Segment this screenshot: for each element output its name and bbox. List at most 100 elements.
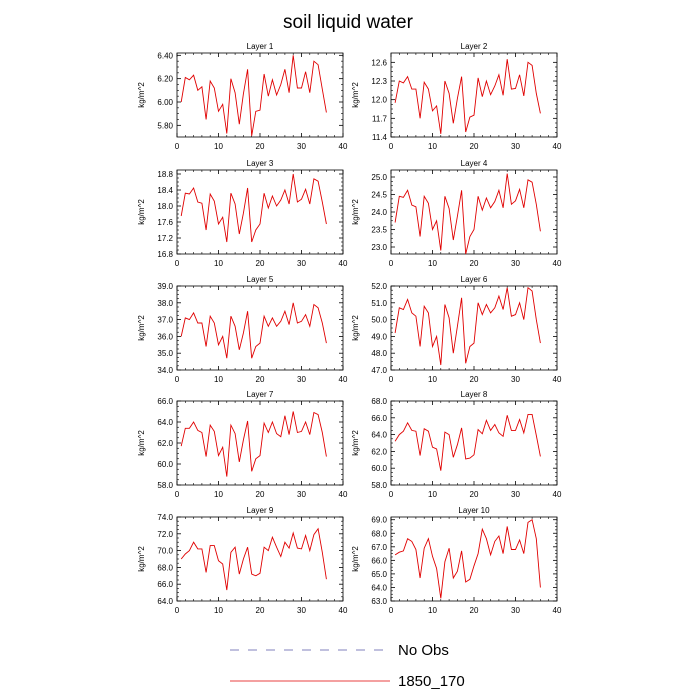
x-tick-label: 30	[297, 142, 306, 151]
panel-title: Layer 2	[461, 42, 488, 51]
x-tick-label: 40	[339, 259, 348, 268]
x-tick-label: 20	[256, 490, 265, 499]
legend-label-no-obs: No Obs	[398, 642, 449, 659]
x-tick-label: 0	[389, 375, 394, 384]
y-tick-label: 70.0	[157, 547, 173, 556]
y-tick-label: 52.0	[371, 282, 387, 291]
y-tick-label: 74.0	[157, 513, 173, 522]
x-tick-label: 10	[214, 606, 223, 615]
y-tick-label: 58.0	[157, 481, 173, 490]
x-tick-label: 0	[389, 259, 394, 268]
y-tick-label: 37.0	[157, 316, 173, 325]
y-tick-label: 24.0	[371, 208, 387, 217]
legend-label-1850-170: 1850_170	[398, 673, 465, 690]
y-tick-label: 51.0	[371, 299, 387, 308]
x-tick-label: 20	[470, 606, 479, 615]
figure-title: soil liquid water	[283, 12, 414, 33]
panel-3: Layer 3 0 10 20 30 40 16.8 17.2 17.6 18.0 18.4 18.8…	[137, 159, 348, 268]
y-axis-label: kg/m^2	[137, 315, 146, 341]
panel-9: Layer 9 0 10 20 30 40 64.0 66.0 68.0 70.0 72.0 74.0…	[137, 506, 348, 615]
x-tick-label: 0	[175, 606, 180, 615]
y-tick-label: 12.6	[371, 58, 387, 67]
legend: No Obs 1850_170	[230, 642, 465, 690]
y-tick-label: 68.0	[371, 529, 387, 538]
x-tick-label: 30	[511, 142, 520, 151]
y-tick-label: 64.0	[157, 597, 173, 606]
series-line	[394, 59, 541, 134]
y-tick-label: 12.3	[371, 77, 387, 86]
y-tick-label: 5.80	[157, 121, 173, 130]
x-tick-label: 40	[553, 490, 562, 499]
y-tick-label: 67.0	[371, 543, 387, 552]
y-axis-label: kg/m^2	[351, 199, 360, 225]
x-tick-label: 10	[214, 259, 223, 268]
y-tick-label: 17.6	[157, 218, 173, 227]
x-tick-label: 30	[511, 375, 520, 384]
x-tick-label: 0	[175, 490, 180, 499]
x-tick-label: 20	[470, 490, 479, 499]
panel-8: Layer 8 0 10 20 30 40 58.0 60.0 62.0 64.0 66.0 68.0…	[351, 390, 562, 499]
y-tick-label: 47.0	[371, 366, 387, 375]
x-tick-label: 0	[175, 259, 180, 268]
panel-4: Layer 4 0 10 20 30 40 23.0 23.5 24.0 24.5 25.0 kg/m…	[351, 159, 562, 268]
x-tick-label: 40	[553, 375, 562, 384]
x-tick-label: 0	[389, 142, 394, 151]
panel-7: Layer 7 0 10 20 30 40 58.0 60.0 62.0 64.0 66.0 kg/m…	[137, 390, 348, 499]
x-tick-label: 10	[428, 606, 437, 615]
series-line	[394, 173, 541, 255]
x-tick-label: 40	[553, 606, 562, 615]
y-tick-label: 60.0	[371, 464, 387, 473]
plot-frame	[390, 285, 558, 371]
series-line	[394, 413, 541, 471]
series-line	[180, 411, 327, 477]
x-tick-label: 20	[470, 142, 479, 151]
y-tick-label: 65.0	[371, 570, 387, 579]
panel-title: Layer 6	[461, 275, 488, 284]
panel-title: Layer 8	[461, 390, 488, 399]
x-tick-label: 10	[214, 375, 223, 384]
x-tick-label: 30	[297, 490, 306, 499]
x-tick-label: 30	[511, 606, 520, 615]
y-axis-label: kg/m^2	[351, 546, 360, 572]
x-tick-label: 0	[389, 490, 394, 499]
y-tick-label: 36.0	[157, 332, 173, 341]
x-tick-label: 0	[175, 142, 180, 151]
y-tick-label: 72.0	[157, 530, 173, 539]
plot-frame	[390, 400, 558, 486]
y-tick-label: 50.0	[371, 316, 387, 325]
x-tick-label: 10	[428, 375, 437, 384]
y-tick-label: 18.8	[157, 170, 173, 179]
panel-2: Layer 2 0 10 20 30 40 11.4 11.7 12.0 12.3 12.6 kg/m…	[351, 42, 562, 151]
y-tick-label: 35.0	[157, 349, 173, 358]
plot-frame	[176, 285, 344, 371]
panel-title: Layer 9	[247, 506, 274, 515]
panel-1: Layer 1 0 10 20 30 40 5.80 6.00 6.20 6.40 kg/m^2	[137, 42, 348, 151]
x-tick-label: 30	[297, 259, 306, 268]
y-tick-label: 66.0	[371, 414, 387, 423]
y-tick-label: 18.4	[157, 186, 173, 195]
y-tick-label: 64.0	[157, 418, 173, 427]
y-axis-label: kg/m^2	[351, 82, 360, 108]
x-tick-label: 20	[470, 375, 479, 384]
y-tick-label: 24.5	[371, 191, 387, 200]
y-tick-label: 12.0	[371, 96, 387, 105]
y-tick-label: 63.0	[371, 597, 387, 606]
y-tick-label: 60.0	[157, 460, 173, 469]
y-axis-label: kg/m^2	[137, 430, 146, 456]
x-tick-label: 30	[511, 259, 520, 268]
y-tick-label: 66.0	[157, 397, 173, 406]
x-tick-label: 40	[339, 606, 348, 615]
plot-frame	[176, 400, 344, 486]
y-tick-label: 66.0	[371, 556, 387, 565]
x-tick-label: 20	[256, 606, 265, 615]
y-tick-label: 64.0	[371, 583, 387, 592]
y-tick-label: 23.5	[371, 226, 387, 235]
x-tick-label: 0	[389, 606, 394, 615]
panel-6: Layer 6 0 10 20 30 40 47.0 48.0 49.0 50.0 51.0 52.0…	[351, 275, 562, 384]
x-tick-label: 20	[470, 259, 479, 268]
y-tick-label: 64.0	[371, 431, 387, 440]
panel-title: Layer 4	[461, 159, 488, 168]
x-tick-label: 10	[428, 142, 437, 151]
y-tick-label: 11.7	[372, 114, 388, 123]
panels: Layer 10 10 20 30 405.806.006.206.40kg/m^2La…	[137, 42, 562, 615]
